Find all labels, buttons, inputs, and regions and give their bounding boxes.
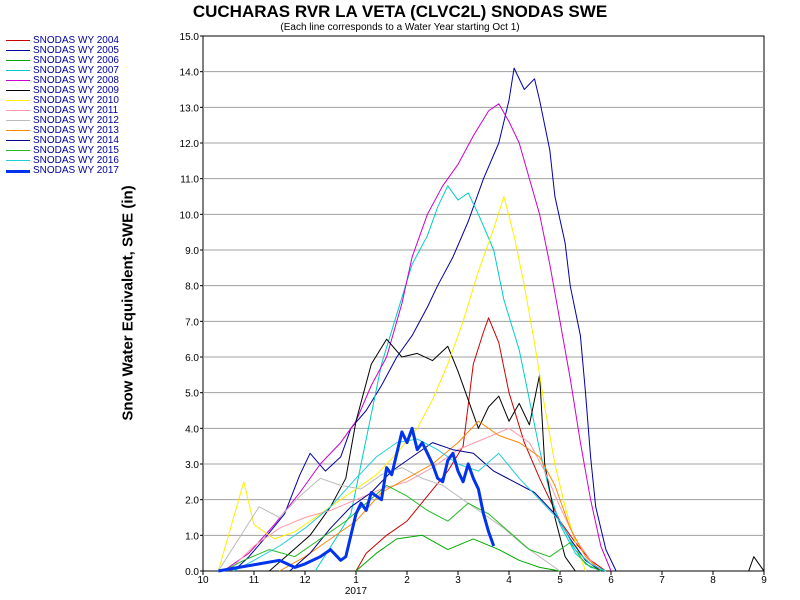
legend-label: SNODAS WY 2013: [33, 125, 119, 136]
legend-label: SNODAS WY 2017: [33, 165, 119, 176]
legend-item: SNODAS WY 2015: [6, 145, 136, 156]
legend-item: SNODAS WY 2007: [6, 65, 136, 76]
legend-swatch: [6, 100, 30, 101]
x-tick-label: 8: [710, 575, 716, 586]
x-tick-label: 3: [455, 575, 461, 586]
chart-subtitle: (Each line corresponds to a Water Year s…: [280, 22, 520, 33]
legend-item: SNODAS WY 2017: [6, 165, 136, 176]
x-year-label: 2017: [345, 586, 368, 597]
y-tick-label: 3.0: [185, 460, 199, 471]
legend: SNODAS WY 2004 SNODAS WY 2005 SNODAS WY 20…: [6, 35, 136, 176]
legend-label: SNODAS WY 2015: [33, 145, 119, 156]
legend-label: SNODAS WY 2004: [33, 35, 119, 46]
x-tick-label: 5: [557, 575, 563, 586]
legend-swatch: [6, 130, 30, 131]
legend-swatch: [6, 40, 30, 41]
series-line-6: [217, 196, 586, 572]
legend-swatch: [6, 80, 30, 81]
y-tick-label: 15.0: [180, 32, 200, 43]
x-tick-label: 12: [299, 575, 311, 586]
legend-swatch: [6, 70, 30, 71]
legend-label: SNODAS WY 2016: [33, 155, 119, 166]
series-line-12: [233, 438, 607, 572]
legend-label: SNODAS WY 2006: [33, 55, 119, 66]
y-tick-label: 8.0: [185, 282, 199, 293]
x-tick-label: 1: [353, 575, 359, 586]
legend-swatch: [6, 50, 30, 51]
y-tick-label: 2.0: [185, 496, 199, 507]
chart-title: CUCHARAS RVR LA VETA (CLVC2L) SNODAS SWE: [192, 2, 608, 21]
x-tick-label: 6: [608, 575, 614, 586]
legend-item: SNODAS WY 2006: [6, 55, 136, 66]
y-tick-label: 1.0: [185, 531, 199, 542]
legend-item: SNODAS WY 2016: [6, 155, 136, 166]
legend-item: SNODAS WY 2009: [6, 85, 136, 96]
legend-swatch: [6, 120, 30, 121]
y-tick-label: 10.0: [180, 210, 200, 221]
legend-label: SNODAS WY 2014: [33, 135, 119, 146]
legend-item: SNODAS WY 2008: [6, 75, 136, 86]
y-tick-label: 14.0: [180, 68, 200, 79]
legend-item: SNODAS WY 2004: [6, 35, 136, 46]
legend-label: SNODAS WY 2008: [33, 75, 119, 86]
x-tick-label: 7: [659, 575, 665, 586]
legend-swatch: [6, 110, 30, 111]
legend-item: SNODAS WY 2013: [6, 125, 136, 136]
legend-item: SNODAS WY 2012: [6, 115, 136, 126]
y-tick-label: 0.0: [185, 567, 199, 578]
series-line-13: [218, 426, 496, 573]
legend-item: SNODAS WY 2010: [6, 95, 136, 106]
y-tick-label: 6.0: [185, 353, 199, 364]
legend-item: SNODAS WY 2005: [6, 45, 136, 56]
legend-label: SNODAS WY 2012: [33, 115, 119, 126]
series-line-9: [279, 420, 602, 572]
series-line-4: [223, 103, 612, 572]
y-tick-label: 13.0: [180, 103, 200, 114]
legend-swatch: [6, 60, 30, 61]
y-tick-label: 4.0: [185, 424, 199, 435]
series-line-2: [355, 534, 561, 572]
legend-label: SNODAS WY 2011: [33, 105, 119, 116]
y-tick-label: 11.0: [180, 175, 199, 186]
y-tick-label: 7.0: [185, 317, 199, 328]
legend-label: SNODAS WY 2005: [33, 45, 119, 56]
x-tick-label: 9: [761, 575, 767, 586]
legend-swatch: [6, 170, 30, 173]
legend-label: SNODAS WY 2007: [33, 65, 119, 76]
legend-label: SNODAS WY 2010: [33, 95, 119, 106]
x-tick-label: 11: [249, 575, 260, 586]
plot-frame: [202, 35, 765, 572]
x-tick-label: 10: [197, 575, 209, 586]
y-tick-label: 5.0: [185, 389, 199, 400]
legend-item: SNODAS WY 2011: [6, 105, 136, 116]
y-tick-label: 12.0: [180, 139, 200, 150]
series-line-7: [228, 427, 602, 572]
y-tick-label: 9.0: [185, 246, 199, 257]
legend-item: SNODAS WY 2014: [6, 135, 136, 146]
series-line-14: [748, 556, 765, 572]
x-tick-label: 2: [404, 575, 410, 586]
series-line-10: [289, 442, 602, 572]
x-tick-label: 4: [506, 575, 512, 586]
legend-swatch: [6, 160, 30, 161]
legend-label: SNODAS WY 2009: [33, 85, 119, 96]
legend-swatch: [6, 140, 30, 141]
legend-swatch: [6, 150, 30, 151]
legend-swatch: [6, 90, 30, 91]
series-line-11: [223, 484, 602, 572]
series-line-1: [233, 67, 617, 572]
